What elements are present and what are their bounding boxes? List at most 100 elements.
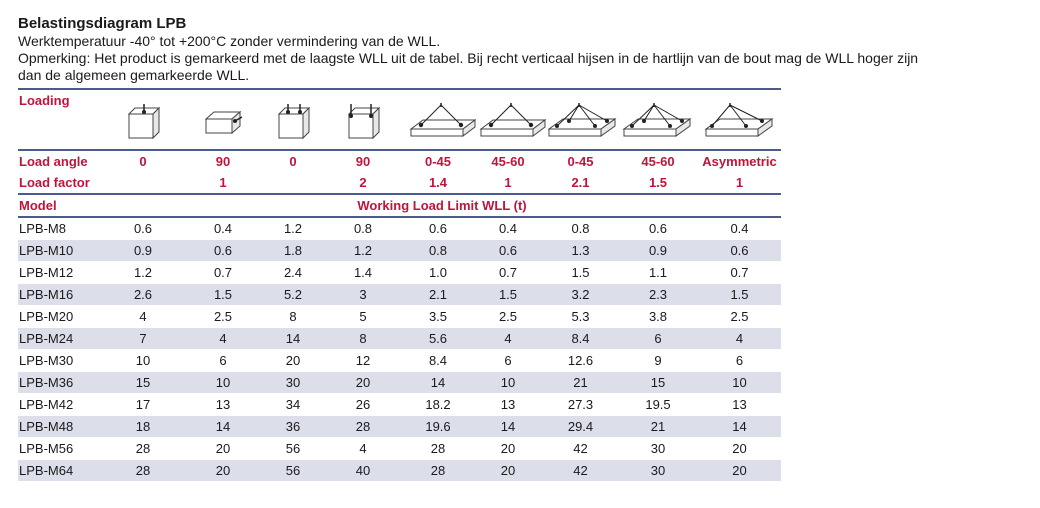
model-cell: LPB-M24 <box>18 327 103 350</box>
wll-cell: 1.1 <box>618 261 698 284</box>
wll-cell: 20 <box>698 437 781 460</box>
load-factor-cell: 1.5 <box>618 172 698 195</box>
load-angle-row: Load angle 0 90 0 90 0-45 45-60 0-45 45-60 Asymm… <box>18 150 781 172</box>
wll-cell: 14 <box>183 415 263 438</box>
wll-cell: 8.4 <box>543 327 618 350</box>
wll-cell: 28 <box>403 437 473 460</box>
wll-cell: 9 <box>618 349 698 372</box>
wll-cell: 2.6 <box>103 283 183 306</box>
wll-cell: 6 <box>618 327 698 350</box>
wll-cell: 3.2 <box>543 283 618 306</box>
asymmetric-sling-icon <box>698 88 781 151</box>
wll-cell: 0.7 <box>473 261 543 284</box>
wll-cell: 2.5 <box>698 305 781 328</box>
load-factor-label: Load factor <box>18 172 103 195</box>
wll-cell: 18.2 <box>403 393 473 416</box>
table-row: LPB-M8 0.6 0.4 1.2 0.8 0.6 0.4 0.8 0.6 0.4 <box>18 217 781 240</box>
table-row: LPB-M30 10 6 20 12 8.4 6 12.6 9 6 <box>18 349 781 372</box>
wll-cell: 28 <box>403 459 473 482</box>
wll-cell: 6 <box>473 349 543 372</box>
wll-cell: 14 <box>403 371 473 394</box>
wll-cell: 10 <box>473 371 543 394</box>
wll-cell: 1.5 <box>183 283 263 306</box>
load-angle-cell: 0-45 <box>567 154 594 169</box>
table-row: LPB-M10 0.9 0.6 1.8 1.2 0.8 0.6 1.3 0.9 0.6 <box>18 239 781 262</box>
wll-cell: 20 <box>183 459 263 482</box>
wll-cell: 0.4 <box>698 217 781 240</box>
wll-cell: 0.8 <box>323 217 403 240</box>
wll-cell: 2.5 <box>473 305 543 328</box>
wll-cell: 2.3 <box>618 283 698 306</box>
wll-cell: 0.6 <box>103 217 183 240</box>
wll-cell: 27.3 <box>543 393 618 416</box>
two-leg-sling-icon-wide <box>473 88 547 151</box>
table-row: LPB-M36 15 10 30 20 14 10 21 15 10 <box>18 371 781 394</box>
load-factor-cell: 1 <box>473 172 543 195</box>
table-row: LPB-M48 18 14 36 28 19.6 14 29.4 21 14 <box>18 415 781 438</box>
wll-cell: 0.4 <box>183 217 263 240</box>
wll-cell: 2.5 <box>183 305 263 328</box>
wll-cell: 40 <box>323 459 403 482</box>
load-angle-cell: 0 <box>289 154 297 169</box>
wll-cell: 12.6 <box>543 349 618 372</box>
load-factor-cell: 1 <box>698 172 781 195</box>
wll-cell: 0.6 <box>618 217 698 240</box>
loading-label: Loading <box>18 88 103 151</box>
wll-cell: 42 <box>543 459 618 482</box>
wll-cell: 8 <box>323 327 403 350</box>
model-cell: LPB-M42 <box>18 393 103 416</box>
wll-cell: 14 <box>698 415 781 438</box>
table-row: LPB-M20 4 2.5 8 5 3.5 2.5 5.3 3.8 2.5 <box>18 305 781 328</box>
intro-temperature: Werktemperatuur -40° tot +200°C zonder v… <box>18 33 441 49</box>
model-header-row: Model Working Load Limit WLL (t) <box>18 194 781 218</box>
wll-cell: 7 <box>103 327 183 350</box>
load-factor-cell: 1 <box>183 172 263 195</box>
cube-double-icon <box>263 88 323 151</box>
load-angle-cell: 45-60 <box>491 154 525 169</box>
wll-cell: 3.8 <box>618 305 698 328</box>
wll-cell: 15 <box>103 371 183 394</box>
load-angle-label: Load angle <box>19 154 88 169</box>
wll-cell: 20 <box>323 371 403 394</box>
wll-cell: 56 <box>263 437 323 460</box>
wll-cell: 1.4 <box>323 261 403 284</box>
model-cell: LPB-M30 <box>18 349 103 372</box>
wll-cell: 5.2 <box>263 283 323 306</box>
wll-cell: 36 <box>263 415 323 438</box>
wll-cell: 1.2 <box>323 239 403 262</box>
wll-cell: 14 <box>473 415 543 438</box>
load-angle-cell: 90 <box>355 154 371 169</box>
cube-vertical-icon <box>103 88 183 151</box>
load-factor-row: Load factor 1 2 1.4 1 2.1 1.5 1 <box>18 172 781 195</box>
wll-cell: 20 <box>698 459 781 482</box>
wll-cell: 1.2 <box>263 217 323 240</box>
loading-row: Loading <box>18 88 781 151</box>
wll-cell: 20 <box>183 437 263 460</box>
load-factor-cell: 1.4 <box>403 172 473 195</box>
wll-cell: 0.8 <box>543 217 618 240</box>
wll-cell: 4 <box>103 305 183 328</box>
wll-cell: 5.6 <box>403 327 473 350</box>
wll-label: Working Load Limit WLL (t) <box>103 194 781 218</box>
wll-cell: 0.7 <box>698 261 781 284</box>
load-table: Loading <box>18 88 781 482</box>
two-leg-sling-icon <box>403 88 477 151</box>
model-label: Model <box>18 194 103 218</box>
wll-cell: 30 <box>618 437 698 460</box>
wll-cell: 10 <box>183 371 263 394</box>
wll-cell: 13 <box>698 393 781 416</box>
wll-cell: 28 <box>103 437 183 460</box>
wll-cell: 1.5 <box>543 261 618 284</box>
table-row: LPB-M64 28 20 56 40 28 20 42 30 20 <box>18 459 781 482</box>
wll-cell: 15 <box>618 371 698 394</box>
wll-cell: 30 <box>263 371 323 394</box>
wll-cell: 26 <box>323 393 403 416</box>
wll-cell: 5 <box>323 305 403 328</box>
wll-cell: 2.1 <box>403 283 473 306</box>
wll-cell: 14 <box>263 327 323 350</box>
wll-cell: 21 <box>543 371 618 394</box>
wll-cell: 4 <box>698 327 781 350</box>
wll-cell: 3 <box>323 283 403 306</box>
wll-cell: 8 <box>263 305 323 328</box>
load-angle-cell: Asymmetric <box>702 154 777 169</box>
